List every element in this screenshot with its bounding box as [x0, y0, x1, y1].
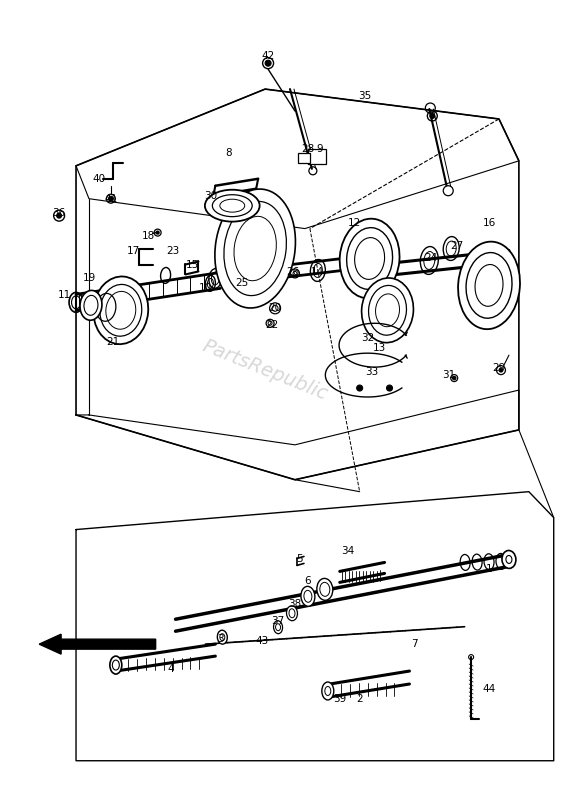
- Text: 16: 16: [482, 218, 496, 228]
- Ellipse shape: [317, 578, 333, 600]
- Ellipse shape: [273, 621, 283, 634]
- Text: 20: 20: [268, 303, 282, 314]
- Text: 2: 2: [357, 694, 363, 704]
- Ellipse shape: [301, 586, 315, 606]
- Text: 39: 39: [333, 694, 346, 704]
- Circle shape: [108, 196, 113, 201]
- Circle shape: [452, 376, 456, 380]
- Text: 33: 33: [365, 367, 378, 377]
- Circle shape: [443, 186, 453, 196]
- Text: 21: 21: [106, 338, 119, 347]
- Ellipse shape: [287, 606, 298, 621]
- Text: 40: 40: [92, 174, 106, 184]
- Ellipse shape: [362, 278, 414, 342]
- Text: 5: 5: [297, 554, 304, 565]
- Text: 27: 27: [451, 241, 464, 250]
- Ellipse shape: [110, 656, 122, 674]
- Text: 29: 29: [492, 363, 505, 373]
- Text: 35: 35: [358, 91, 371, 101]
- Text: PartsRepublic: PartsRepublic: [200, 336, 331, 404]
- Ellipse shape: [215, 189, 295, 308]
- Text: 17: 17: [127, 246, 140, 255]
- Text: 8: 8: [225, 148, 231, 158]
- Text: 9: 9: [317, 144, 323, 154]
- Bar: [308, 149, 326, 164]
- Text: 6: 6: [305, 576, 311, 586]
- Text: 11: 11: [58, 290, 71, 300]
- Text: 3: 3: [217, 634, 224, 644]
- Text: 23: 23: [166, 246, 179, 255]
- Text: 43: 43: [256, 636, 269, 646]
- Text: 44: 44: [482, 684, 496, 694]
- Circle shape: [357, 385, 362, 391]
- Ellipse shape: [340, 218, 399, 298]
- Ellipse shape: [322, 682, 334, 700]
- Ellipse shape: [80, 290, 102, 320]
- Ellipse shape: [205, 190, 260, 222]
- Text: 25: 25: [235, 278, 249, 289]
- Text: 36: 36: [53, 208, 66, 218]
- Text: 4: 4: [167, 664, 174, 674]
- Text: 1: 1: [486, 565, 492, 574]
- Text: 41: 41: [104, 194, 118, 204]
- Text: 14: 14: [311, 267, 324, 278]
- Text: 26: 26: [286, 267, 299, 278]
- Ellipse shape: [218, 630, 227, 644]
- Text: 13: 13: [373, 343, 386, 353]
- Text: 15: 15: [186, 261, 199, 270]
- Text: 7: 7: [411, 639, 418, 649]
- Ellipse shape: [502, 550, 516, 569]
- Text: 42: 42: [261, 51, 275, 61]
- Text: 24: 24: [425, 254, 438, 263]
- Text: 10: 10: [199, 283, 212, 294]
- Text: 34: 34: [341, 546, 354, 557]
- Circle shape: [156, 231, 159, 234]
- Text: 28: 28: [301, 144, 314, 154]
- Circle shape: [499, 368, 503, 372]
- Text: 12: 12: [348, 218, 361, 228]
- Text: 18: 18: [142, 230, 155, 241]
- Bar: [298, 153, 310, 163]
- FancyArrow shape: [39, 634, 156, 654]
- Circle shape: [430, 114, 435, 118]
- Ellipse shape: [458, 242, 520, 329]
- Text: 37: 37: [271, 616, 284, 626]
- Text: 38: 38: [288, 599, 302, 610]
- Text: 32: 32: [361, 334, 374, 343]
- Text: 30: 30: [204, 190, 217, 201]
- Text: 31: 31: [443, 370, 456, 380]
- Circle shape: [57, 213, 62, 218]
- Text: 22: 22: [265, 320, 279, 330]
- Circle shape: [387, 385, 392, 391]
- Text: 19: 19: [83, 274, 96, 283]
- Circle shape: [265, 60, 271, 66]
- Ellipse shape: [93, 277, 148, 344]
